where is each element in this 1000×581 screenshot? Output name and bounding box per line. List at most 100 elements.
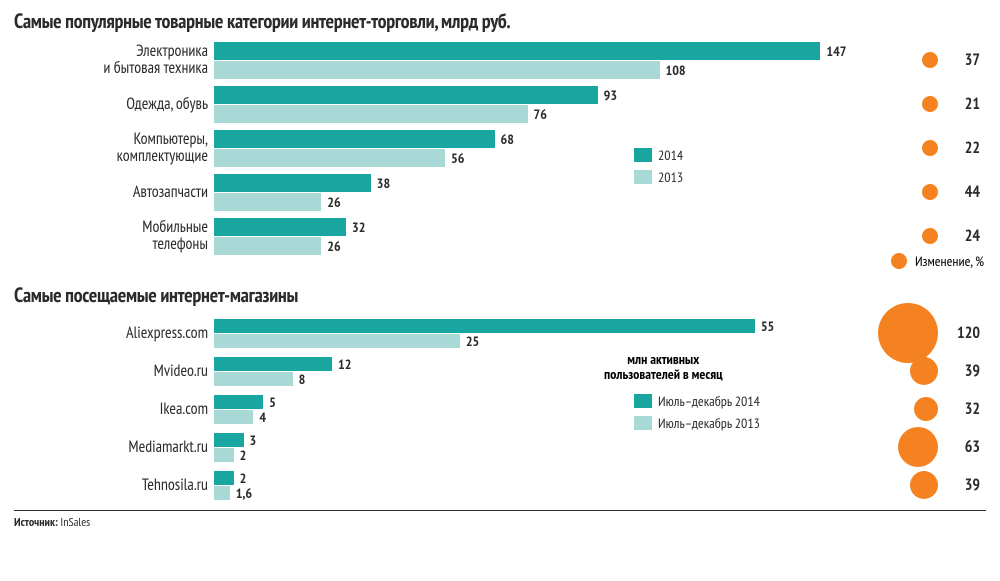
row-label: Электроникаи бытовая техника (14, 43, 214, 77)
row-bars: 54 (214, 392, 876, 426)
bar-wrap: 68 (214, 130, 876, 148)
bar-a (214, 218, 346, 236)
row-change: 32 (876, 397, 986, 421)
bar-wrap: 26 (214, 193, 876, 211)
row-label: Автозапчасти (14, 184, 214, 201)
legend-label-b: 2013 (658, 168, 683, 186)
change-value: 44 (948, 182, 980, 202)
legend-item-a: 2014 (634, 146, 683, 164)
row-bars: 9376 (214, 84, 876, 124)
chart1-title: Самые популярные товарные категории инте… (14, 8, 986, 34)
change-bubble-icon (922, 228, 938, 244)
bar-wrap: 12 (214, 357, 876, 371)
chart-row: Одежда, обувь 9376 21 (14, 84, 986, 124)
chart-row: Mvideo.ru 128 39 (14, 354, 986, 388)
bar-a (214, 319, 755, 333)
bar-a (214, 471, 234, 485)
legend-item-a: Июль–декабрь 2014 (634, 392, 760, 410)
chart2-legend: Июль–декабрь 2014 Июль–декабрь 2013 (634, 392, 760, 432)
row-change: 37 (876, 50, 986, 70)
bar-b (214, 372, 293, 386)
bar-value: 55 (761, 317, 774, 335)
bar-b (214, 237, 321, 255)
chart-row: Компьютеры,комплектующие685622 (14, 128, 986, 168)
row-label-line: Mediamarkt.ru (14, 439, 208, 456)
change-value: 39 (948, 475, 980, 495)
row-label: Компьютеры,комплектующие (14, 131, 214, 165)
bar-a (214, 130, 495, 148)
bar-a (214, 395, 263, 409)
row-label-line: Mvideo.ru (14, 363, 208, 380)
source-line: Источник: InSales (14, 515, 986, 530)
source-name: InSales (60, 515, 90, 530)
bar-a (214, 42, 820, 60)
change-bubble-icon (910, 471, 938, 499)
change-bubble-icon (922, 96, 938, 112)
chart-row: Ikea.com 5432 (14, 392, 986, 426)
bar-value: 76 (534, 105, 547, 123)
bar-b (214, 193, 321, 211)
bar-wrap: 1,6 (214, 486, 876, 500)
change-value: 120 (948, 323, 980, 343)
change-value: 39 (948, 361, 980, 381)
bar-value: 1,6 (236, 484, 252, 502)
bar-a (214, 433, 244, 447)
change-value: 24 (948, 226, 980, 246)
row-label-line: и бытовая техника (14, 60, 208, 77)
row-label: Mediamarkt.ru (14, 439, 214, 456)
row-bars: 21,6 (214, 468, 876, 502)
chart-row: Tehnosila.ru 21,6 39 (14, 468, 986, 502)
bar-wrap: 2 (214, 448, 876, 462)
change-bubble-icon (922, 52, 938, 68)
row-label-line: телефоны (14, 236, 208, 253)
bar-wrap: 76 (214, 105, 876, 123)
change-value: 21 (948, 94, 980, 114)
bar-value: 5 (269, 393, 276, 411)
bar-value: 26 (327, 237, 340, 255)
row-label-line: Tehnosila.ru (14, 477, 208, 494)
row-bars: 32 (214, 430, 876, 464)
bar-wrap: 4 (214, 410, 876, 424)
row-bars: 128 (214, 354, 876, 388)
bar-value: 147 (826, 42, 846, 60)
bar-a (214, 357, 332, 371)
row-change: 21 (876, 94, 986, 114)
legend-label-b: Июль–декабрь 2013 (658, 414, 760, 432)
legend-label-a: Июль–декабрь 2014 (658, 392, 760, 410)
row-change: 39 (876, 357, 986, 385)
bar-b (214, 105, 528, 123)
row-label: Aliexpress.com (14, 325, 214, 342)
bar-wrap: 5 (214, 395, 876, 409)
chart2: Самые посещаемые интернет-магазины Aliex… (14, 282, 986, 502)
chart1-rows: Электроникаи бытовая техника14710837Одеж… (14, 40, 986, 256)
legend-item-b: 2013 (634, 168, 683, 186)
bar-wrap: 26 (214, 237, 876, 255)
change-bubble-icon (878, 303, 938, 363)
change-bubble-icon (922, 184, 938, 200)
bar-a (214, 174, 371, 192)
chart2-title: Самые посещаемые интернет-магазины (14, 282, 986, 308)
source-prefix: Источник: (14, 515, 58, 530)
legend-swatch-b (634, 170, 652, 184)
chart-row: Mediamarkt.ru3263 (14, 430, 986, 464)
change-legend-label: Изменение, % (915, 252, 984, 270)
chart2-legend-sub: млн активных пользователей в месяц (604, 352, 723, 383)
row-change: 24 (876, 226, 986, 246)
chart2-rows: Aliexpress.com 55 2 5 120 Mvideo.ru 128 39 Ikea.… (14, 316, 986, 502)
bar-value: 8 (299, 370, 306, 388)
row-label-line: Одежда, обувь (14, 96, 208, 113)
legend-swatch-a (634, 394, 652, 408)
row-label-line: Ikea.com (14, 401, 208, 418)
legend-swatch-b (634, 416, 652, 430)
bar-b (214, 410, 253, 424)
row-change: 39 (876, 471, 986, 499)
bar-b (214, 448, 234, 462)
change-bubble-icon (922, 140, 938, 156)
legend-label-a: 2014 (658, 146, 683, 164)
bar-value: 68 (501, 130, 514, 148)
row-label: Одежда, обувь (14, 96, 214, 113)
row-label: Ikea.com (14, 401, 214, 418)
chart-row: Электроникаи бытовая техника14710837 (14, 40, 986, 80)
change-bubble-icon (914, 397, 938, 421)
row-label-line: комплектующие (14, 148, 208, 165)
